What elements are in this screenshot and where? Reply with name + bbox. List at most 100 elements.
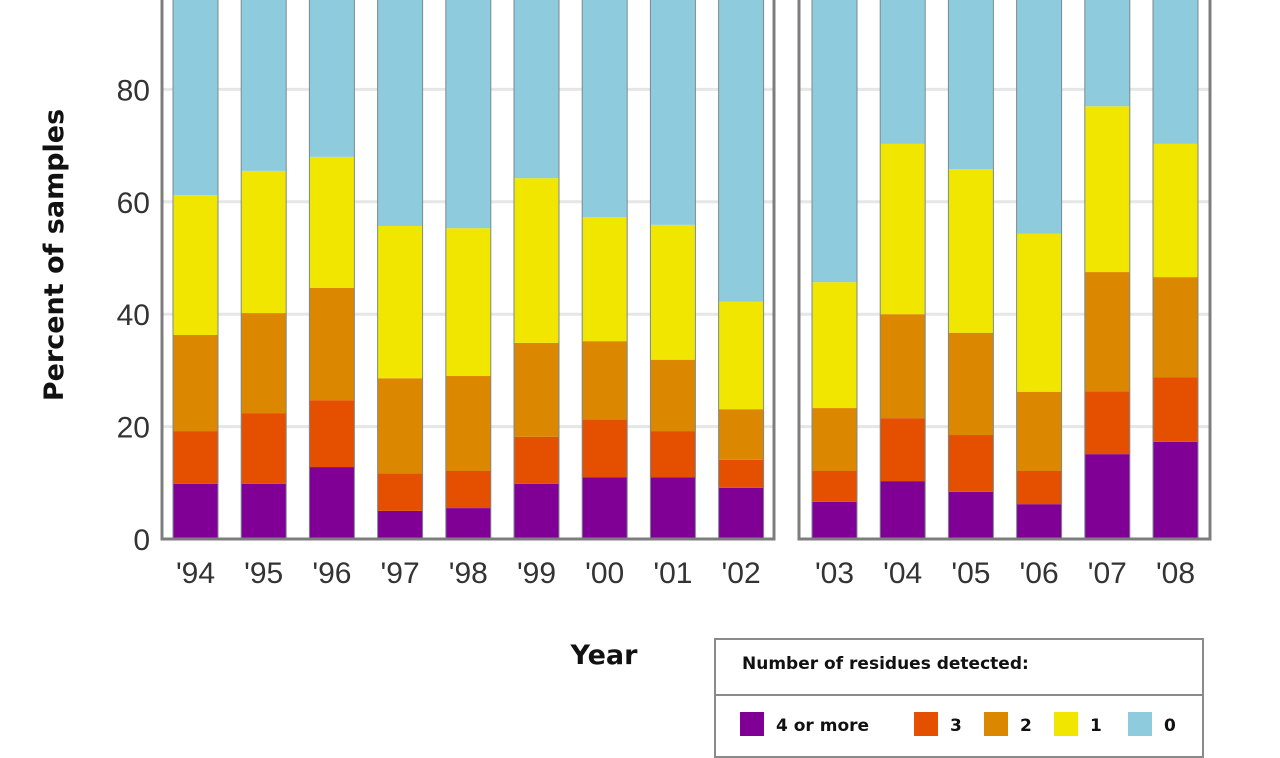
bar-segment: [1016, 470, 1062, 505]
x-tick-label: '98: [449, 557, 488, 590]
bar-stack: [172, 0, 219, 540]
bar-segment: [514, 436, 559, 484]
bar-segment: [582, 216, 628, 342]
legend-swatch: [914, 712, 938, 736]
bar-segment: [880, 481, 926, 539]
bar-segment: [377, 378, 423, 474]
bar-segment: [514, 0, 559, 179]
y-tick-label: 80: [117, 74, 150, 107]
x-tick-label: '96: [312, 557, 351, 590]
legend-item: 0: [1128, 712, 1176, 736]
bar-segment: [377, 510, 423, 539]
bar-segment: [582, 341, 628, 420]
bar-segment: [1016, 391, 1062, 471]
bar-segment: [880, 314, 926, 419]
bar-segment: [309, 287, 355, 401]
y-axis-title: Percent of samples: [39, 109, 70, 401]
bar-segment: [718, 487, 764, 539]
bar-stack: [581, 0, 628, 540]
y-tick-label: 0: [133, 524, 150, 557]
bar-stack: [1152, 0, 1199, 540]
x-tick-label: '99: [517, 557, 556, 590]
bar-segment: [948, 491, 994, 539]
legend-label: 3: [950, 716, 962, 736]
x-tick-label: '05: [951, 557, 990, 590]
bar-segment: [514, 483, 559, 539]
bar-segment: [1084, 0, 1130, 107]
bar-segment: [812, 470, 857, 502]
bar-segment: [1153, 277, 1198, 378]
legend-swatch: [1128, 712, 1152, 736]
bar-segment: [309, 0, 355, 157]
bar-segment: [1153, 0, 1198, 144]
bar-segment: [173, 195, 218, 335]
bar-stack: [445, 0, 492, 540]
bar-segment: [241, 170, 287, 314]
bar-segment: [1084, 106, 1130, 273]
legend-label: 1: [1090, 716, 1102, 736]
bar-segment: [173, 0, 218, 196]
legend-label: 4 or more: [776, 716, 870, 736]
bar-segment: [514, 342, 559, 437]
bar-segment: [1016, 504, 1062, 539]
bar-segment: [880, 418, 926, 482]
panel-frame: [797, 0, 1212, 541]
bar-segment: [948, 435, 994, 492]
bar-stack: [947, 0, 994, 540]
bar-segment: [1153, 377, 1198, 442]
bar-segment: [812, 282, 857, 409]
y-tick-label: 40: [117, 299, 150, 332]
bar-segment: [309, 467, 355, 539]
y-axis-ticks: 0 20 40 60 80: [117, 74, 150, 557]
bar-segment: [445, 228, 491, 377]
legend-swatch: [1054, 712, 1078, 736]
bar-segment: [812, 501, 857, 539]
y-tick-label: 20: [117, 412, 150, 445]
legend-swatch: [740, 712, 764, 736]
bar-segment: [1016, 0, 1062, 234]
bar-segment: [650, 359, 696, 432]
bar-segment: [445, 0, 491, 229]
bar-segment: [650, 0, 696, 225]
bar-segment: [718, 301, 764, 410]
bar-segment: [812, 0, 857, 283]
bars: [172, 0, 1199, 540]
bar-segment: [582, 0, 628, 217]
x-axis-title: Year: [570, 640, 639, 671]
bar-segment: [650, 224, 696, 360]
panel-frames: [160, 0, 1212, 541]
bar-stack: [308, 0, 355, 540]
bar-stack: [513, 0, 560, 540]
bar-stack: [1016, 0, 1063, 540]
bar-stack: [377, 0, 424, 540]
legend: Number of residues detected: 4 or more 3 2…: [714, 638, 1204, 758]
x-tick-label: '03: [815, 557, 854, 590]
bar-segment: [1084, 391, 1130, 455]
x-tick-label: '04: [883, 557, 922, 590]
bar-segment: [1153, 441, 1198, 539]
bar-segment: [1084, 454, 1130, 539]
panel-frame: [160, 0, 776, 541]
bar-segment: [1153, 143, 1198, 278]
bar-segment: [718, 0, 764, 302]
bar-segment: [1084, 272, 1130, 392]
bar-segment: [514, 178, 559, 343]
bar-segment: [241, 483, 287, 539]
legend-item: 1: [1054, 712, 1102, 736]
x-tick-label: '94: [176, 557, 215, 590]
bar-segment: [241, 313, 287, 414]
x-tick-label: '97: [381, 557, 420, 590]
bar-segment: [880, 0, 926, 144]
bar-segment: [948, 0, 994, 170]
bar-stack: [879, 0, 926, 540]
x-tick-label: '02: [722, 557, 761, 590]
bar-segment: [650, 431, 696, 478]
bar-segment: [377, 473, 423, 511]
bar-segment: [1016, 233, 1062, 392]
bar-segment: [173, 483, 218, 539]
bar-segment: [377, 0, 423, 226]
x-axis-ticks: '94 '95 '96 '97 '98 '99 '00 '01 '02 '03 '04 '05 '06 '…: [176, 557, 1195, 590]
bar-stack: [718, 0, 765, 540]
legend-divider: [716, 694, 1202, 696]
legend-swatch: [984, 712, 1008, 736]
